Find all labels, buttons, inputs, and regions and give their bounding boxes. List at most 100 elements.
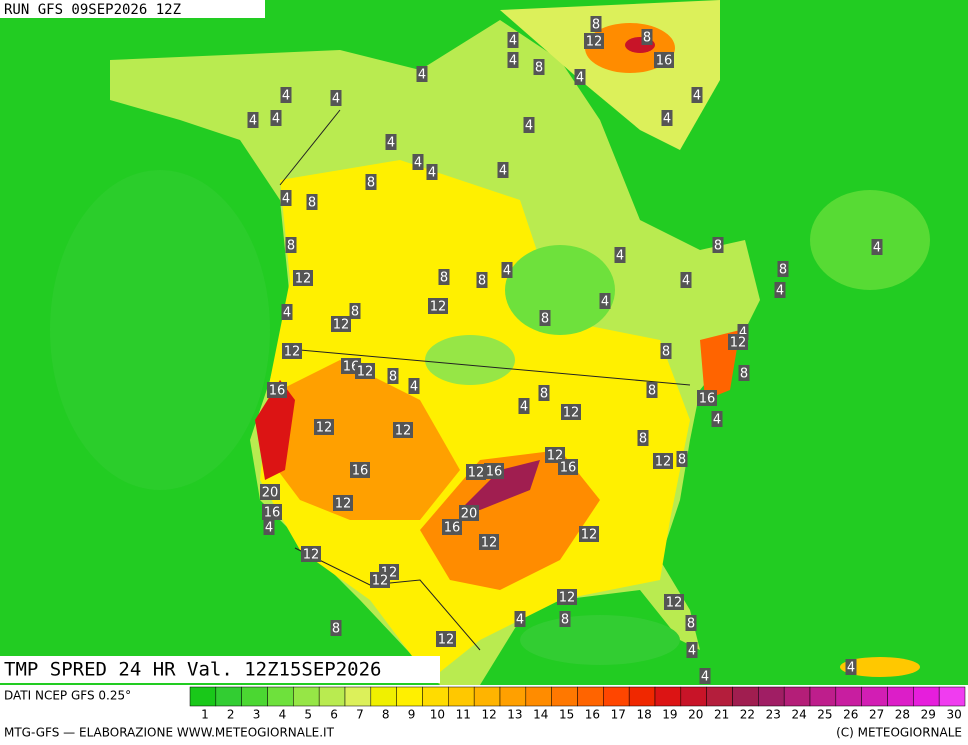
contour-label: 8 — [535, 61, 543, 76]
label-box — [574, 69, 586, 85]
legend-swatch — [241, 686, 268, 707]
contour-label: 8 — [367, 176, 375, 191]
legend-label: 3 — [253, 708, 261, 722]
contour-label: 12 — [481, 536, 498, 551]
label-box — [614, 247, 626, 263]
contour-label: 8 — [308, 196, 316, 211]
label-box — [685, 615, 697, 631]
legend-label: 20 — [688, 708, 703, 722]
legend-label: 28 — [895, 708, 910, 722]
label-box — [641, 29, 653, 45]
label-box — [590, 16, 602, 32]
label-box — [426, 164, 438, 180]
contour-label: 16 — [264, 506, 281, 521]
header-box — [0, 0, 265, 18]
label-box — [408, 378, 420, 394]
legend-swatch — [473, 686, 501, 707]
label-box — [350, 462, 370, 478]
legend-swatch — [913, 686, 940, 707]
contour-label: 4 — [509, 54, 517, 69]
contour-label: 4 — [682, 274, 690, 289]
label-box — [314, 419, 334, 435]
contour-label: 4 — [509, 34, 517, 49]
label-box — [497, 162, 509, 178]
label-box — [438, 269, 450, 285]
legend-swatch — [654, 686, 682, 707]
legend-label: 26 — [843, 708, 858, 722]
label-box — [270, 110, 282, 126]
contour-label: 4 — [693, 89, 701, 104]
legend-swatch — [267, 686, 294, 707]
contour-label: 12 — [284, 345, 301, 360]
legend-swatch — [396, 686, 423, 707]
label-box — [476, 272, 488, 288]
contour-label: 8 — [639, 432, 647, 447]
label-box — [584, 33, 604, 49]
label-box — [330, 90, 342, 106]
legend-swatch — [499, 686, 527, 707]
contour-label: 4 — [525, 119, 533, 134]
label-box — [370, 572, 390, 588]
legend-label: 2 — [227, 708, 235, 722]
legend-label: 14 — [533, 708, 548, 722]
label-box — [293, 270, 313, 286]
contour-label: 8 — [540, 387, 548, 402]
contour-label: 4 — [428, 166, 436, 181]
legend-swatch — [732, 686, 759, 707]
contour-label: 12 — [438, 633, 455, 648]
label-box — [262, 504, 282, 520]
contour-label: 8 — [643, 31, 651, 46]
contour-label: 8 — [541, 312, 549, 327]
label-box — [654, 52, 674, 68]
label-box — [285, 237, 297, 253]
contour-label: 4 — [332, 92, 340, 107]
legend-label: 30 — [946, 708, 961, 722]
contour-label: 8 — [779, 263, 787, 278]
contour-label: 12 — [372, 574, 389, 589]
legend-swatch — [577, 686, 604, 707]
field-area — [255, 380, 295, 480]
legend-swatch — [835, 686, 862, 707]
label-box — [686, 642, 698, 658]
label-box — [699, 668, 711, 684]
label-box — [697, 390, 717, 406]
legend-label: 19 — [662, 708, 677, 722]
legend-label: 25 — [817, 708, 832, 722]
label-box — [436, 631, 456, 647]
label-box — [680, 272, 692, 288]
legend-swatch — [680, 686, 707, 707]
contour-label: 4 — [282, 89, 290, 104]
contour-label: 12 — [395, 424, 412, 439]
contour-label: 12 — [335, 497, 352, 512]
contour-label: 12 — [357, 365, 374, 380]
legend-label: 1 — [201, 708, 209, 722]
legend-label: 5 — [304, 708, 312, 722]
label-box — [559, 611, 571, 627]
contour-label: 4 — [688, 644, 696, 659]
label-box — [263, 519, 275, 535]
contour-label: 8 — [332, 622, 340, 637]
label-box — [664, 594, 684, 610]
label-box — [355, 363, 375, 379]
contour-label: 8 — [740, 367, 748, 382]
contour-label: 8 — [662, 345, 670, 360]
label-box — [518, 398, 530, 414]
label-box — [845, 659, 857, 675]
legend-label: 4 — [279, 708, 287, 722]
legend-label: 22 — [740, 708, 755, 722]
contour-label: 8 — [561, 613, 569, 628]
legend-swatch — [525, 686, 552, 707]
legend-swatch — [293, 686, 320, 707]
contour-label: 20 — [262, 486, 279, 501]
contour-label: 12 — [730, 336, 747, 351]
source-label: DATI NCEP GFS 0.25° — [4, 689, 131, 703]
contour-label: 16 — [560, 461, 577, 476]
contour-label: 8 — [287, 239, 295, 254]
contour-label: 8 — [440, 271, 448, 286]
label-box — [523, 117, 535, 133]
legend-swatch — [318, 686, 346, 707]
label-box — [561, 404, 581, 420]
